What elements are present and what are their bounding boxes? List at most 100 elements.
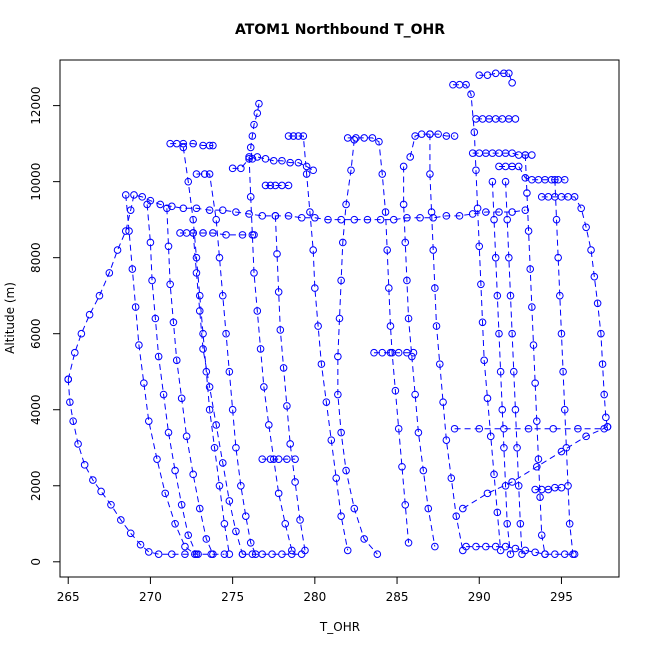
data-point bbox=[414, 428, 423, 437]
series-line bbox=[462, 426, 608, 509]
series-line bbox=[479, 72, 513, 83]
data-point bbox=[218, 206, 227, 214]
data-point bbox=[478, 318, 487, 327]
data-point bbox=[409, 348, 418, 357]
data-point bbox=[260, 383, 268, 391]
data-point bbox=[439, 398, 447, 406]
data-point bbox=[220, 550, 229, 558]
data-point bbox=[266, 455, 275, 463]
data-point bbox=[288, 546, 296, 555]
data-point bbox=[529, 341, 538, 349]
data-point bbox=[508, 208, 516, 216]
data-point bbox=[582, 432, 590, 441]
data-point bbox=[334, 390, 342, 399]
data-point bbox=[482, 208, 490, 216]
data-point bbox=[470, 128, 479, 137]
data-point bbox=[288, 550, 296, 558]
data-point bbox=[302, 170, 311, 178]
data-point bbox=[179, 204, 188, 213]
data-point bbox=[218, 459, 227, 467]
data-point bbox=[508, 79, 516, 87]
data-point bbox=[172, 356, 181, 365]
series-group bbox=[261, 181, 293, 190]
data-point bbox=[274, 288, 283, 296]
data-point bbox=[549, 424, 558, 433]
series-group bbox=[488, 177, 515, 558]
data-point bbox=[107, 500, 115, 509]
data-point bbox=[238, 550, 247, 558]
data-point bbox=[77, 329, 86, 338]
data-point bbox=[496, 546, 505, 555]
data-point bbox=[459, 504, 467, 513]
data-point bbox=[311, 284, 319, 292]
data-point bbox=[241, 512, 250, 520]
data-point bbox=[514, 481, 523, 490]
data-point bbox=[602, 413, 610, 422]
data-point bbox=[526, 265, 535, 273]
data-point bbox=[146, 238, 155, 247]
data-point bbox=[144, 548, 153, 556]
data-point bbox=[554, 253, 562, 262]
data-point bbox=[248, 132, 257, 140]
data-point bbox=[509, 367, 518, 376]
data-point bbox=[192, 204, 201, 213]
data-point bbox=[202, 535, 211, 543]
data-point bbox=[337, 428, 345, 437]
x-tick-label: 285 bbox=[386, 590, 409, 604]
data-point bbox=[261, 155, 270, 163]
data-point bbox=[189, 470, 197, 479]
chart-title: ATOM1 Northbound T_OHR bbox=[235, 22, 445, 38]
data-point bbox=[593, 299, 602, 308]
series-line bbox=[505, 181, 523, 555]
data-point bbox=[472, 542, 480, 551]
data-point bbox=[80, 461, 89, 469]
data-point bbox=[246, 143, 255, 152]
data-point bbox=[218, 291, 227, 300]
data-point bbox=[403, 213, 411, 222]
data-point bbox=[514, 151, 523, 159]
data-point bbox=[89, 476, 97, 484]
data-point bbox=[506, 291, 515, 300]
data-point bbox=[237, 481, 245, 490]
data-point bbox=[126, 529, 135, 538]
data-point bbox=[220, 519, 229, 528]
data-point bbox=[246, 538, 255, 547]
data-point bbox=[182, 432, 191, 441]
data-point bbox=[508, 329, 516, 338]
data-point bbox=[511, 115, 520, 123]
data-point bbox=[266, 181, 275, 190]
data-point bbox=[130, 191, 138, 199]
series-line bbox=[248, 156, 293, 551]
data-point bbox=[337, 276, 345, 285]
data-point bbox=[419, 466, 428, 475]
data-point bbox=[467, 90, 475, 99]
series-line bbox=[166, 208, 214, 555]
data-point bbox=[524, 424, 533, 433]
data-point bbox=[222, 231, 230, 239]
data-point bbox=[427, 208, 436, 216]
data-point bbox=[284, 181, 293, 190]
data-point bbox=[322, 398, 331, 406]
data-point bbox=[552, 215, 561, 224]
x-tick-label: 295 bbox=[550, 590, 573, 604]
series-line bbox=[274, 215, 306, 551]
series-line bbox=[125, 194, 196, 555]
data-point bbox=[294, 158, 303, 167]
data-point bbox=[424, 504, 433, 513]
data-point bbox=[386, 348, 395, 357]
data-point bbox=[528, 303, 536, 311]
data-point bbox=[327, 436, 336, 444]
data-point bbox=[66, 398, 74, 406]
series-group bbox=[551, 175, 577, 558]
series-line bbox=[452, 84, 502, 551]
data-point bbox=[462, 80, 470, 89]
data-point bbox=[138, 193, 147, 201]
data-point bbox=[435, 360, 444, 368]
data-point bbox=[452, 512, 461, 520]
data-point bbox=[531, 548, 539, 557]
data-point bbox=[475, 242, 484, 251]
data-point bbox=[429, 246, 438, 254]
data-point bbox=[192, 170, 201, 178]
data-point bbox=[212, 421, 220, 429]
data-point bbox=[411, 390, 419, 399]
